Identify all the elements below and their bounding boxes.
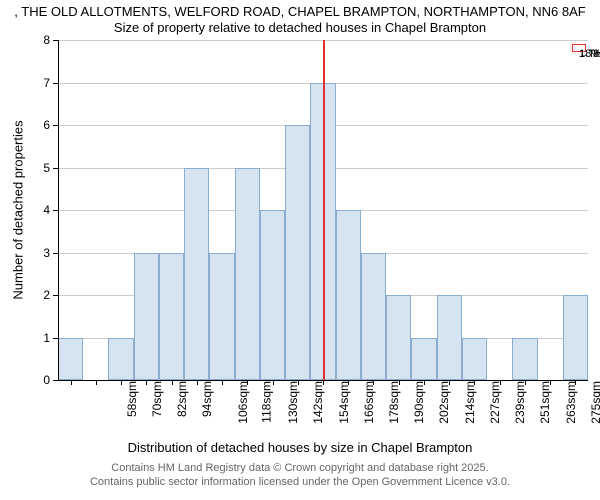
x-tick-label: 202sqm	[438, 381, 452, 424]
x-axis	[58, 380, 588, 381]
bar	[159, 253, 184, 381]
plot-area: 01234567858sqm70sqm82sqm94sqm106sqm118sq…	[58, 40, 588, 380]
x-tick-label: 239sqm	[513, 381, 527, 424]
y-tick-label: 0	[30, 373, 50, 387]
y-tick-label: 4	[30, 203, 50, 217]
y-tick-label: 8	[30, 33, 50, 47]
bar	[437, 295, 462, 380]
title-line-2: Size of property relative to detached ho…	[0, 20, 600, 35]
x-tick-label: 70sqm	[150, 381, 164, 417]
x-tick-label: 142sqm	[311, 381, 325, 424]
x-tick-label: 227sqm	[488, 381, 502, 424]
bar	[336, 210, 361, 380]
bar	[134, 253, 159, 381]
x-tick-label: 275sqm	[589, 381, 600, 424]
x-tick-label: 214sqm	[463, 381, 477, 424]
y-tick-label: 7	[30, 76, 50, 90]
y-tick-label: 5	[30, 161, 50, 175]
y-tick-label: 3	[30, 246, 50, 260]
footer-line-1: Contains HM Land Registry data © Crown c…	[0, 462, 600, 474]
bar	[386, 295, 411, 380]
y-axis-label: Number of detached properties	[11, 120, 26, 299]
footer-line-2: Contains public sector information licen…	[0, 476, 600, 488]
y-tick-label: 6	[30, 118, 50, 132]
bar	[58, 338, 83, 381]
x-tick-label: 190sqm	[412, 381, 426, 424]
x-tick-label: 166sqm	[362, 381, 376, 424]
x-tick-label: 82sqm	[175, 381, 189, 417]
bar	[512, 338, 537, 381]
x-tick-label: 178sqm	[387, 381, 401, 424]
bar	[361, 253, 386, 381]
x-tick-label: 106sqm	[236, 381, 250, 424]
title-line-1: , THE OLD ALLOTMENTS, WELFORD ROAD, CHAP…	[0, 4, 600, 19]
x-tick-label: 94sqm	[200, 381, 214, 417]
bar	[108, 338, 133, 381]
bar	[209, 253, 234, 381]
y-tick-label: 1	[30, 331, 50, 345]
bar	[285, 125, 310, 380]
x-tick-label: 58sqm	[125, 381, 139, 417]
y-axis	[58, 40, 59, 380]
bar	[411, 338, 436, 381]
x-tick-label: 263sqm	[564, 381, 578, 424]
x-tick-label: 154sqm	[337, 381, 351, 424]
y-tick-label: 2	[30, 288, 50, 302]
bar	[462, 338, 487, 381]
x-axis-label: Distribution of detached houses by size …	[0, 440, 600, 455]
x-tick-label: 118sqm	[260, 381, 274, 423]
bar	[184, 168, 209, 381]
x-tick-label: 251sqm	[538, 381, 552, 424]
bar	[235, 168, 260, 381]
annotation-line-3: 18% of semi-detached houses are larger (…	[579, 48, 600, 61]
x-tick-label: 130sqm	[286, 381, 300, 424]
annotation-box: 1 THE OLD ALLOTMENTS WELFORD ROAD: 184sq…	[572, 44, 586, 52]
marker-line	[323, 40, 325, 380]
bar	[260, 210, 285, 380]
bar	[563, 295, 588, 380]
chart-container: , THE OLD ALLOTMENTS, WELFORD ROAD, CHAP…	[0, 0, 600, 500]
